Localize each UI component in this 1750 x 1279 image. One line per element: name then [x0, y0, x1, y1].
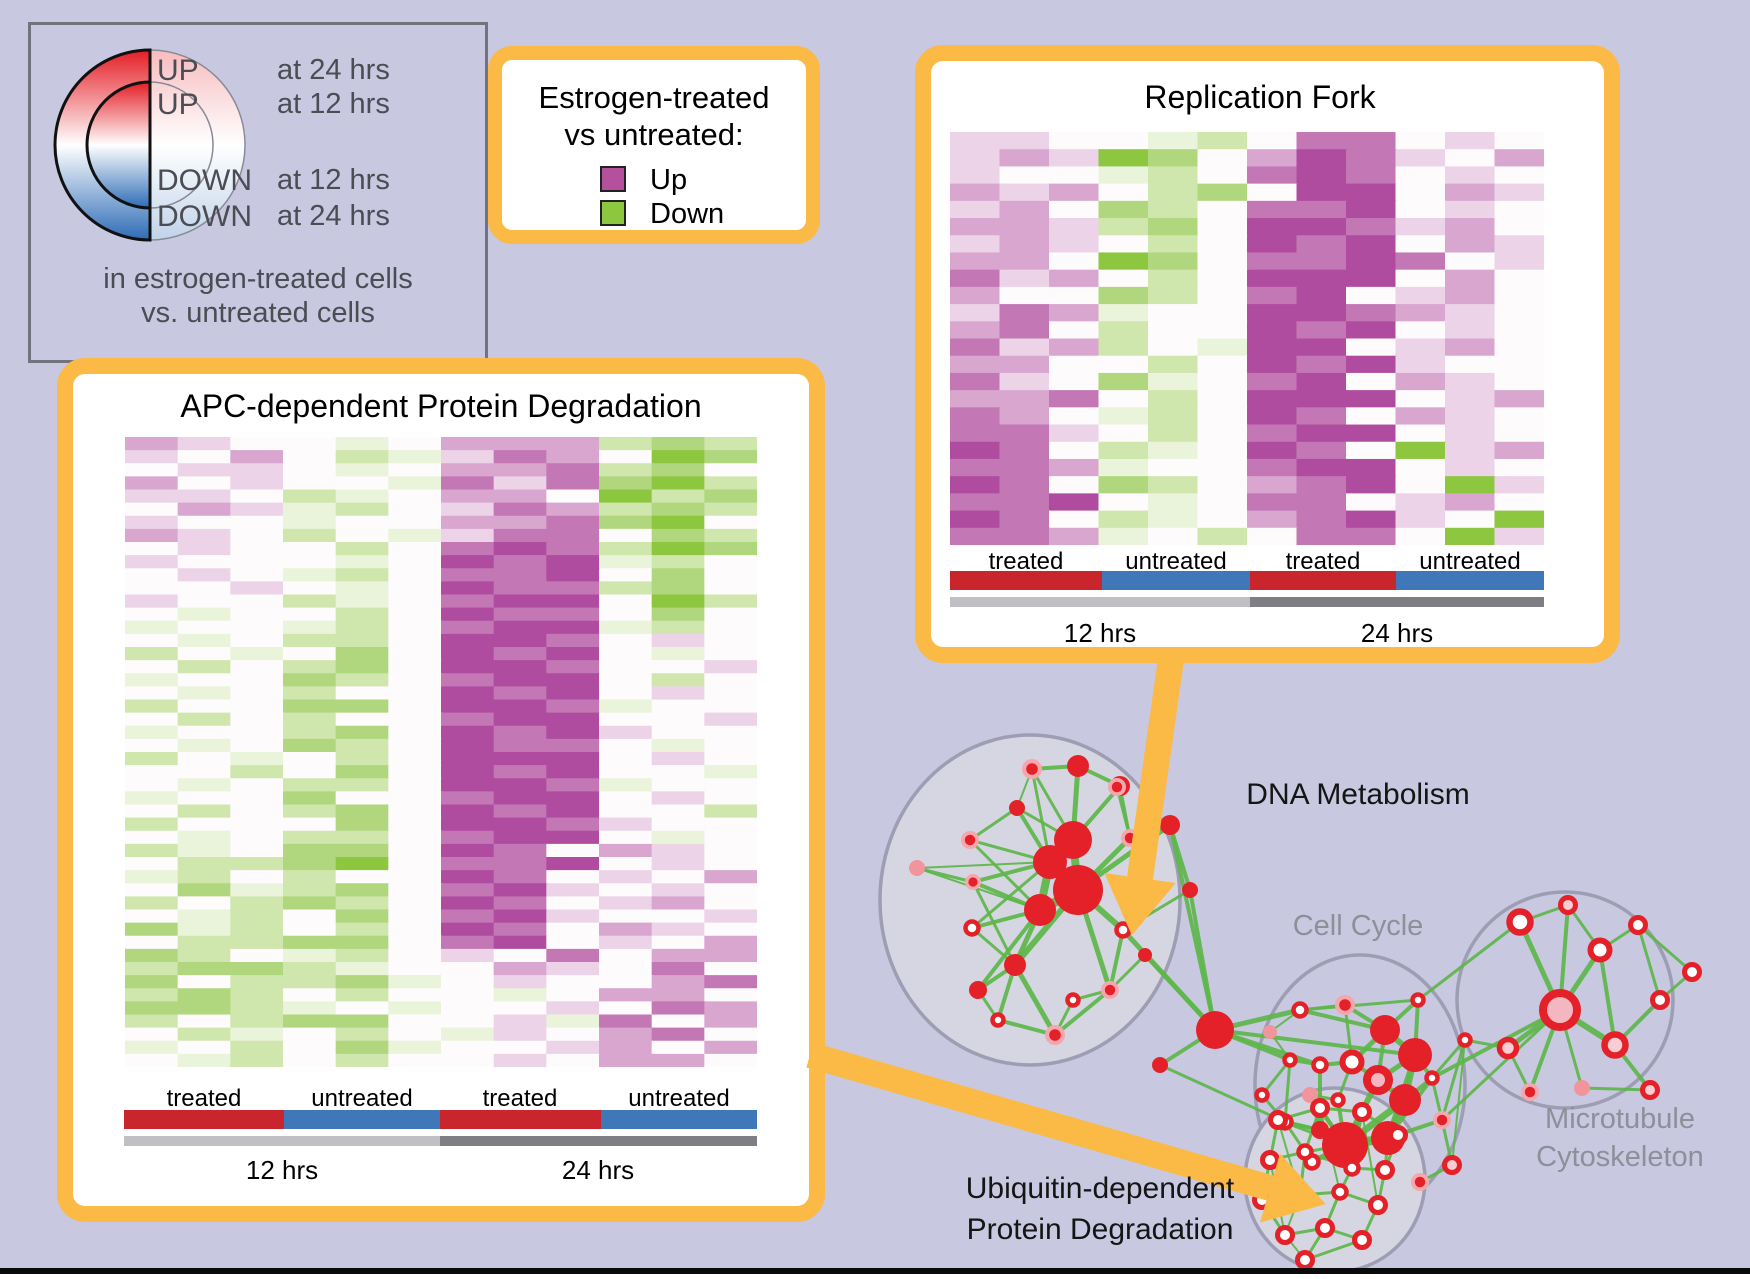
rf-treated-bar-24	[1250, 571, 1396, 590]
down-color-swatch	[600, 200, 626, 226]
apc-12hrs-label: 12 hrs	[245, 1155, 319, 1185]
rf-12hrs-bar	[950, 597, 1250, 607]
updown-row-time: at 12 hrs	[277, 164, 390, 196]
updown-row-time: at 24 hrs	[277, 200, 390, 232]
up-color-swatch	[600, 166, 626, 192]
apc-untreated-bar-12	[284, 1110, 440, 1129]
replication-fork-heatmap	[950, 132, 1544, 545]
apc-title: APC-dependent Protein Degradation	[180, 388, 702, 424]
up-label: Up	[650, 164, 688, 196]
rf-24hrs-label: 24 hrs	[1360, 618, 1434, 648]
updown-legend-footer1: in estrogen-treated cells	[103, 263, 413, 295]
apc-treated-bar-24	[440, 1110, 601, 1129]
ubiquitin-label-line1: Ubiquitin-dependent	[965, 1172, 1235, 1205]
ubiquitin-label-line2: Protein Degradation	[966, 1213, 1234, 1246]
rf-untreated-bar-12	[1102, 571, 1250, 590]
apc-24hrs-bar	[440, 1136, 757, 1146]
rf-group-label-treated-12: treated	[988, 548, 1064, 575]
apc-group-label-treated-12: treated	[166, 1085, 242, 1112]
updown-row-time: at 12 hrs	[277, 88, 390, 120]
apc-treated-bar-12	[124, 1110, 284, 1129]
bottom-margin	[0, 1274, 1750, 1279]
microtubule-label-line1: Microtubule	[1545, 1103, 1695, 1135]
rf-untreated-bar-24	[1396, 571, 1544, 590]
updown-legend-footer2: vs. untreated cells	[141, 297, 375, 329]
rf-12hrs-label: 12 hrs	[1063, 618, 1137, 648]
apc-group-label-treated-24: treated	[482, 1085, 558, 1112]
microtubule-label-line2: Cytoskeleton	[1536, 1141, 1704, 1173]
down-label: Down	[650, 198, 725, 230]
updown-row-dir: UP	[157, 88, 199, 121]
apc-24hrs-label: 24 hrs	[561, 1155, 635, 1185]
cell-cycle-label: Cell Cycle	[1292, 910, 1424, 942]
updown-circles-icon	[53, 48, 246, 242]
updown-row-dir: DOWN	[157, 164, 252, 197]
apc-group-label-untreated-12: untreated	[311, 1085, 413, 1112]
apc-group-label-untreated-24: untreated	[628, 1085, 730, 1112]
rf-group-label-untreated-12: untreated	[1125, 548, 1227, 575]
updown-legend-box: UP at 24 hrs UP at 12 hrs DOWN at 12 hrs…	[28, 22, 488, 363]
estrogen-legend-box	[488, 46, 820, 244]
updown-row-dir: UP	[157, 54, 199, 87]
apc-12hrs-bar	[124, 1136, 440, 1146]
apc-untreated-bar-24	[601, 1110, 757, 1129]
updown-row-dir: DOWN	[157, 200, 252, 233]
rf-group-label-treated-24: treated	[1285, 548, 1361, 575]
apc-heatmap	[125, 437, 757, 1067]
rf-group-label-untreated-24: untreated	[1419, 548, 1521, 575]
estrogen-legend-title1: Estrogen-treated	[538, 80, 770, 115]
rf-24hrs-bar	[1250, 597, 1544, 607]
bottom-border	[0, 1268, 1750, 1274]
rf-treated-bar-12	[950, 571, 1102, 590]
updown-row-time: at 24 hrs	[277, 54, 390, 86]
dna-metabolism-label: DNA Metabolism	[1246, 778, 1470, 811]
replication-fork-title: Replication Fork	[1144, 79, 1376, 115]
estrogen-legend-title2: vs untreated:	[564, 117, 744, 152]
